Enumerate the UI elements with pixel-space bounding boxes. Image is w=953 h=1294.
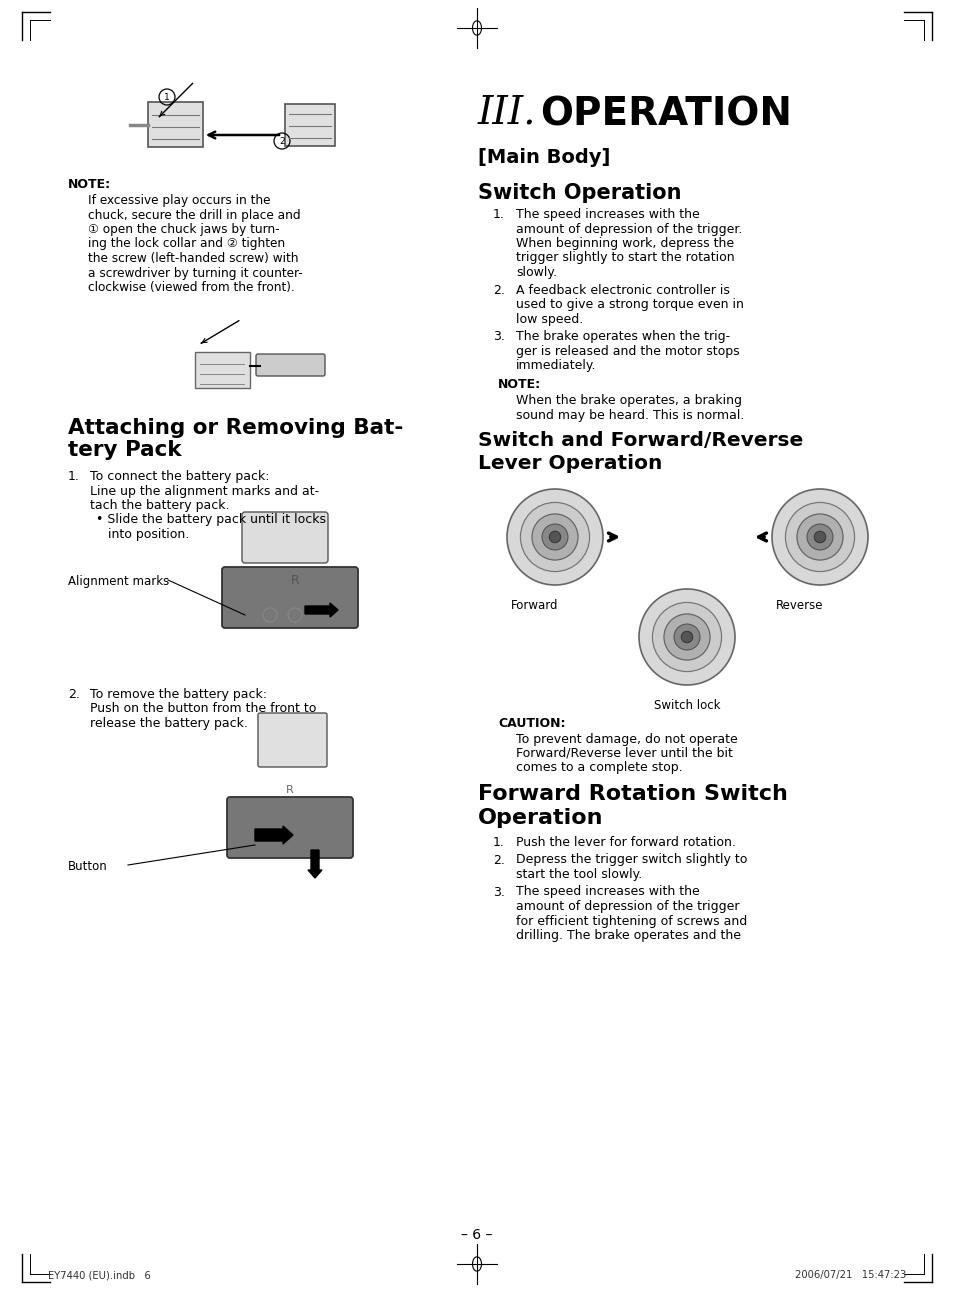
- Text: The speed increases with the: The speed increases with the: [516, 885, 699, 898]
- Text: To remove the battery pack:: To remove the battery pack:: [90, 688, 267, 701]
- FancyBboxPatch shape: [148, 102, 203, 148]
- Circle shape: [549, 532, 560, 542]
- Text: Depress the trigger switch slightly to: Depress the trigger switch slightly to: [516, 854, 746, 867]
- Text: 1.: 1.: [493, 208, 504, 221]
- Text: • Slide the battery pack until it locks: • Slide the battery pack until it locks: [96, 514, 326, 527]
- Text: Switch Operation: Switch Operation: [477, 182, 680, 203]
- Text: The speed increases with the: The speed increases with the: [516, 208, 699, 221]
- Text: 2: 2: [279, 136, 285, 145]
- FancyBboxPatch shape: [255, 355, 325, 377]
- Text: 3.: 3.: [493, 885, 504, 898]
- Text: Switch lock: Switch lock: [653, 699, 720, 712]
- Text: immediately.: immediately.: [516, 358, 596, 371]
- Text: [Main Body]: [Main Body]: [477, 148, 610, 167]
- FancyArrow shape: [254, 826, 293, 844]
- Text: When the brake operates, a braking: When the brake operates, a braking: [516, 393, 741, 408]
- Text: release the battery pack.: release the battery pack.: [90, 717, 248, 730]
- Text: CAUTION:: CAUTION:: [497, 717, 565, 730]
- Text: If excessive play occurs in the: If excessive play occurs in the: [88, 194, 271, 207]
- Text: Push the lever for forward rotation.: Push the lever for forward rotation.: [516, 836, 735, 849]
- Circle shape: [674, 624, 700, 650]
- Text: 2.: 2.: [493, 283, 504, 296]
- Circle shape: [532, 514, 578, 560]
- Circle shape: [680, 631, 692, 643]
- Text: A feedback electronic controller is: A feedback electronic controller is: [516, 283, 729, 296]
- Circle shape: [771, 489, 867, 585]
- Text: the screw (left-handed screw) with: the screw (left-handed screw) with: [88, 252, 298, 265]
- FancyArrow shape: [308, 850, 322, 879]
- Text: Attaching or Removing Bat-: Attaching or Removing Bat-: [68, 418, 403, 437]
- Text: drilling. The brake operates and the: drilling. The brake operates and the: [516, 929, 740, 942]
- Text: Forward/Reverse lever until the bit: Forward/Reverse lever until the bit: [516, 747, 732, 760]
- FancyBboxPatch shape: [285, 104, 335, 146]
- Text: 1.: 1.: [68, 470, 80, 483]
- Text: sound may be heard. This is normal.: sound may be heard. This is normal.: [516, 409, 743, 422]
- Text: Alignment marks: Alignment marks: [68, 575, 169, 587]
- FancyBboxPatch shape: [227, 797, 353, 858]
- Circle shape: [806, 524, 832, 550]
- Circle shape: [663, 613, 709, 660]
- Text: comes to a complete stop.: comes to a complete stop.: [516, 761, 682, 775]
- Text: Button: Button: [68, 861, 108, 873]
- Text: ger is released and the motor stops: ger is released and the motor stops: [516, 344, 739, 357]
- FancyBboxPatch shape: [222, 567, 357, 628]
- Text: chuck, secure the drill in place and: chuck, secure the drill in place and: [88, 208, 300, 221]
- Circle shape: [639, 589, 734, 685]
- Text: 3.: 3.: [493, 330, 504, 343]
- Text: To prevent damage, do not operate: To prevent damage, do not operate: [516, 732, 737, 745]
- Text: a screwdriver by turning it counter-: a screwdriver by turning it counter-: [88, 267, 302, 280]
- FancyBboxPatch shape: [194, 352, 250, 388]
- Text: R: R: [291, 573, 299, 586]
- Text: Lever Operation: Lever Operation: [477, 454, 661, 474]
- FancyBboxPatch shape: [257, 713, 327, 767]
- Text: start the tool slowly.: start the tool slowly.: [516, 868, 641, 881]
- Text: Forward: Forward: [511, 599, 558, 612]
- Circle shape: [506, 489, 602, 585]
- Circle shape: [784, 502, 854, 572]
- Text: 1.: 1.: [493, 836, 504, 849]
- Text: into position.: into position.: [96, 528, 189, 541]
- Text: To connect the battery pack:: To connect the battery pack:: [90, 470, 269, 483]
- Text: R: R: [286, 785, 294, 795]
- Text: used to give a strong torque even in: used to give a strong torque even in: [516, 298, 743, 311]
- Text: NOTE:: NOTE:: [497, 379, 540, 392]
- Text: trigger slightly to start the rotation: trigger slightly to start the rotation: [516, 251, 734, 264]
- Text: Operation: Operation: [477, 807, 603, 828]
- FancyBboxPatch shape: [242, 512, 328, 563]
- Text: NOTE:: NOTE:: [68, 179, 111, 192]
- Text: EY7440 (EU).indb   6: EY7440 (EU).indb 6: [48, 1269, 151, 1280]
- Text: 2.: 2.: [68, 688, 80, 701]
- Text: amount of depression of the trigger: amount of depression of the trigger: [516, 901, 739, 914]
- Text: slowly.: slowly.: [516, 267, 557, 280]
- Text: Reverse: Reverse: [776, 599, 822, 612]
- Circle shape: [814, 532, 825, 542]
- Text: clockwise (viewed from the front).: clockwise (viewed from the front).: [88, 281, 294, 294]
- Text: tery Pack: tery Pack: [68, 440, 181, 459]
- Text: low speed.: low speed.: [516, 312, 582, 326]
- Text: 2006/07/21   15:47:23: 2006/07/21 15:47:23: [794, 1269, 905, 1280]
- Text: Push on the button from the front to: Push on the button from the front to: [90, 703, 316, 716]
- Text: When beginning work, depress the: When beginning work, depress the: [516, 237, 734, 250]
- Text: III.: III.: [477, 94, 536, 132]
- Text: Line up the alignment marks and at-: Line up the alignment marks and at-: [90, 484, 319, 497]
- Text: ing the lock collar and ② tighten: ing the lock collar and ② tighten: [88, 238, 285, 251]
- Circle shape: [652, 603, 720, 672]
- Text: OPERATION: OPERATION: [539, 94, 791, 133]
- Text: – 6 –: – 6 –: [461, 1228, 492, 1242]
- Text: amount of depression of the trigger.: amount of depression of the trigger.: [516, 223, 741, 236]
- Text: The brake operates when the trig-: The brake operates when the trig-: [516, 330, 729, 343]
- Text: Switch and Forward/Reverse: Switch and Forward/Reverse: [477, 431, 802, 450]
- Text: ① open the chuck jaws by turn-: ① open the chuck jaws by turn-: [88, 223, 279, 236]
- Circle shape: [520, 502, 589, 572]
- Text: tach the battery pack.: tach the battery pack.: [90, 499, 230, 512]
- Circle shape: [541, 524, 567, 550]
- Text: 1: 1: [164, 92, 170, 101]
- Text: 2.: 2.: [493, 854, 504, 867]
- FancyArrow shape: [305, 603, 337, 617]
- Text: Forward Rotation Switch: Forward Rotation Switch: [477, 784, 787, 804]
- Text: for efficient tightening of screws and: for efficient tightening of screws and: [516, 915, 746, 928]
- Circle shape: [796, 514, 842, 560]
